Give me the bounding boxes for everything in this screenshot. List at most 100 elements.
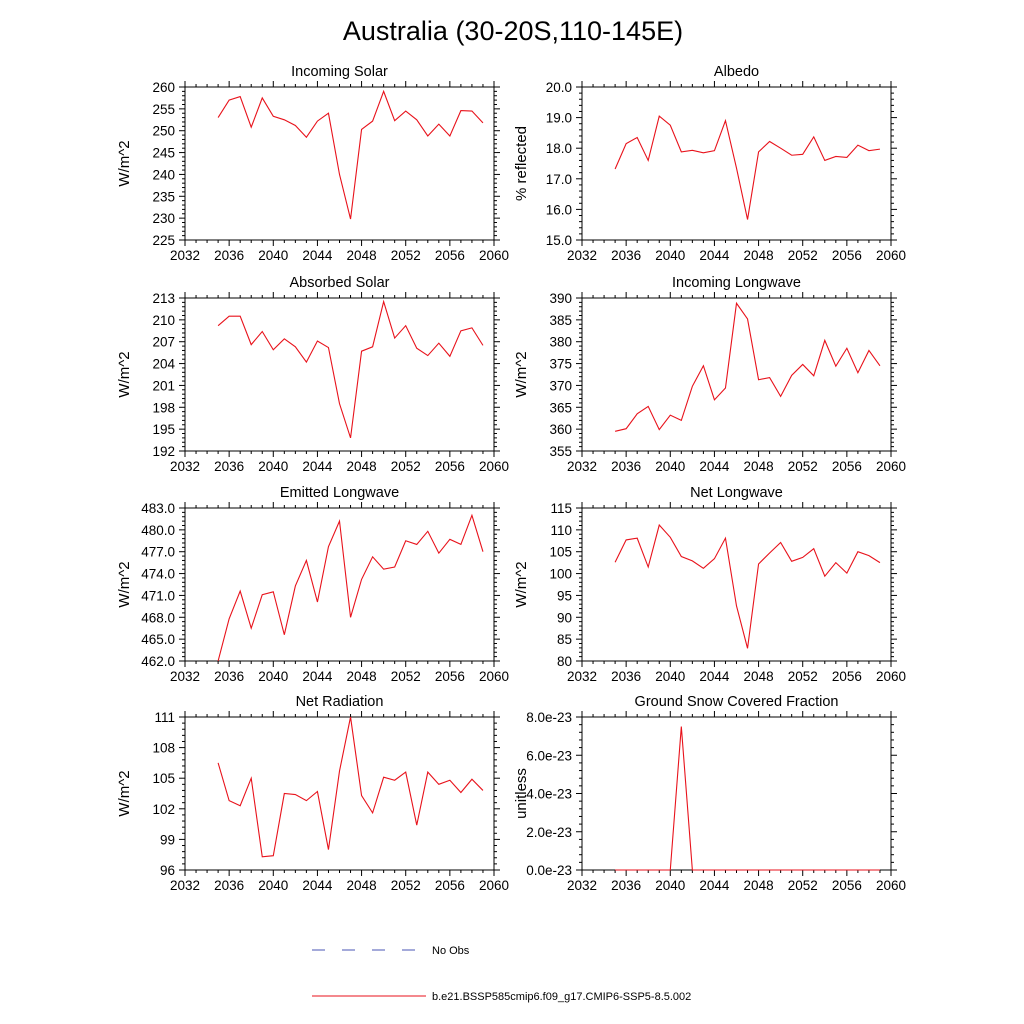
y-tick-label: 468.0 — [141, 610, 175, 625]
x-tick-label: 2056 — [435, 459, 465, 474]
x-tick-label: 2048 — [744, 459, 774, 474]
y-tick-label: 380 — [549, 335, 572, 350]
y-tick-label: 240 — [152, 167, 175, 182]
x-tick-label: 2052 — [788, 248, 818, 263]
y-tick-label: 95 — [557, 588, 572, 603]
x-tick-label: 2056 — [435, 248, 465, 263]
x-tick-label: 2032 — [567, 878, 597, 893]
chart-panel: Albedo % reflected 2032 2036 2040 2044 2048 205… — [513, 64, 906, 263]
x-tick-label: 2048 — [347, 248, 377, 263]
x-tick-label: 2060 — [479, 669, 509, 684]
plot-frame — [581, 716, 892, 871]
y-tick-label: 100 — [549, 567, 572, 582]
x-tick-label: 2056 — [832, 669, 862, 684]
panel-title: Albedo — [714, 64, 759, 80]
y-tick-label: 111 — [154, 710, 175, 725]
panel-title: Absorbed Solar — [290, 275, 390, 291]
y-tick-label: 102 — [152, 802, 175, 817]
x-tick-label: 2036 — [611, 878, 641, 893]
series-line — [217, 299, 484, 439]
y-tick-label: 260 — [152, 80, 175, 95]
x-tick-label: 2044 — [302, 669, 333, 684]
y-tick-label: 477.0 — [141, 545, 175, 560]
chart-panel: Ground Snow Covered Fraction unitless 2032… — [513, 694, 906, 893]
x-tick-label: 2048 — [347, 459, 377, 474]
legend-model-label: b.e21.BSSP585cmip6.f09_g17.CMIP6-SSP5-8.… — [432, 991, 691, 1003]
y-axis-label: % reflected — [513, 126, 530, 201]
y-tick-label: 204 — [152, 357, 175, 372]
x-tick-label: 2032 — [567, 248, 597, 263]
y-tick-label: 0.0e-23 — [526, 863, 572, 878]
x-tick-label: 2032 — [567, 459, 597, 474]
y-tick-label: 6.0e-23 — [526, 748, 572, 763]
plot-frame — [184, 716, 495, 871]
y-axis-label: W/m^2 — [513, 351, 530, 397]
x-tick-label: 2056 — [435, 878, 465, 893]
y-tick-label: 198 — [152, 400, 175, 415]
y-tick-label: 17.0 — [546, 172, 572, 187]
series-line — [614, 523, 881, 649]
y-tick-label: 110 — [550, 523, 572, 538]
figure-title: Australia (30-20S,110-145E) — [343, 16, 683, 46]
y-tick-label: 370 — [549, 378, 572, 393]
y-tick-label: 201 — [152, 378, 175, 393]
x-tick-label: 2060 — [479, 878, 509, 893]
x-tick-label: 2060 — [876, 878, 906, 893]
y-tick-label: 8.0e-23 — [526, 710, 572, 725]
x-tick-label: 2044 — [302, 248, 333, 263]
x-tick-label: 2044 — [699, 248, 730, 263]
y-tick-label: 465.0 — [141, 632, 175, 647]
y-tick-label: 16.0 — [546, 202, 572, 217]
y-tick-label: 375 — [549, 357, 572, 372]
x-tick-label: 2036 — [214, 669, 244, 684]
panel-title: Net Longwave — [690, 485, 783, 501]
y-axis-label: W/m^2 — [116, 351, 133, 397]
y-axis-label: W/m^2 — [513, 561, 530, 607]
y-tick-label: 105 — [152, 771, 175, 786]
chart-panel: Emitted Longwave W/m^2 2032 2036 2040 2044 204… — [116, 485, 509, 684]
y-tick-label: 115 — [550, 501, 572, 516]
x-tick-label: 2032 — [170, 459, 200, 474]
x-tick-label: 2048 — [744, 248, 774, 263]
x-tick-label: 2040 — [655, 669, 685, 684]
y-tick-label: 225 — [152, 233, 175, 248]
x-tick-label: 2040 — [258, 878, 288, 893]
y-tick-label: 195 — [152, 422, 175, 437]
x-tick-label: 2060 — [479, 248, 509, 263]
chart-panel: Net Radiation W/m^2 2032 2036 2040 2044 2048 20… — [116, 694, 509, 893]
series-line — [614, 115, 881, 220]
x-tick-label: 2032 — [567, 669, 597, 684]
y-tick-label: 210 — [152, 313, 175, 328]
x-tick-label: 2052 — [788, 669, 818, 684]
x-tick-label: 2060 — [876, 669, 906, 684]
x-tick-label: 2044 — [302, 459, 333, 474]
y-tick-label: 15.0 — [546, 233, 572, 248]
series-line — [217, 513, 484, 662]
x-tick-label: 2040 — [655, 248, 685, 263]
y-tick-label: 19.0 — [546, 111, 572, 126]
x-tick-label: 2048 — [347, 669, 377, 684]
x-tick-label: 2056 — [435, 669, 465, 684]
x-tick-label: 2036 — [214, 459, 244, 474]
y-tick-label: 108 — [152, 741, 175, 756]
y-tick-label: 192 — [152, 444, 175, 459]
plot-frame — [184, 297, 495, 452]
plot-frame — [581, 507, 892, 662]
y-axis-label: unitless — [513, 768, 530, 819]
plot-frame — [184, 86, 495, 241]
y-tick-label: 360 — [549, 422, 572, 437]
y-tick-label: 80 — [557, 654, 572, 669]
series-line — [217, 716, 484, 858]
y-tick-label: 471.0 — [141, 588, 175, 603]
y-tick-label: 20.0 — [546, 80, 572, 95]
x-tick-label: 2044 — [699, 878, 730, 893]
x-tick-label: 2052 — [391, 248, 421, 263]
panel-title: Incoming Longwave — [672, 275, 801, 291]
plot-frame — [581, 297, 892, 452]
x-tick-label: 2044 — [699, 459, 730, 474]
y-tick-label: 90 — [557, 610, 572, 625]
panel-title: Incoming Solar — [291, 64, 388, 80]
panel-title: Net Radiation — [296, 694, 384, 710]
y-tick-label: 235 — [152, 189, 175, 204]
